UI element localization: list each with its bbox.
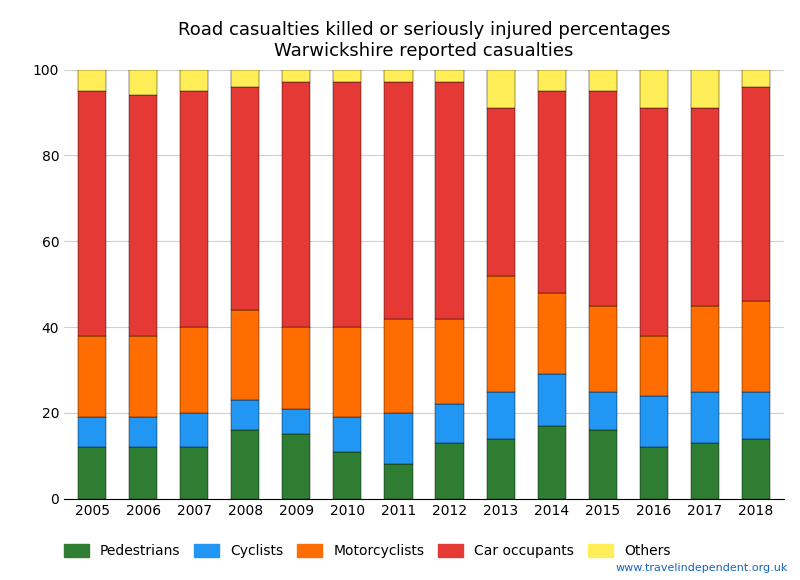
Bar bbox=[231, 400, 259, 430]
Bar bbox=[334, 327, 362, 417]
Bar bbox=[589, 430, 617, 499]
Bar bbox=[435, 443, 463, 499]
Bar bbox=[538, 426, 566, 499]
Bar bbox=[385, 82, 413, 318]
Legend: Pedestrians, Cyclists, Motorcyclists, Car occupants, Others: Pedestrians, Cyclists, Motorcyclists, Ca… bbox=[64, 545, 671, 559]
Bar bbox=[129, 447, 157, 499]
Bar bbox=[435, 404, 463, 443]
Bar bbox=[640, 108, 668, 336]
Bar bbox=[180, 447, 208, 499]
Bar bbox=[282, 327, 310, 409]
Bar bbox=[435, 82, 463, 318]
Bar bbox=[385, 70, 413, 82]
Bar bbox=[589, 70, 617, 91]
Bar bbox=[640, 447, 668, 499]
Bar bbox=[486, 108, 514, 276]
Bar bbox=[334, 70, 362, 82]
Bar bbox=[385, 413, 413, 465]
Bar bbox=[78, 447, 106, 499]
Bar bbox=[231, 310, 259, 400]
Bar bbox=[180, 70, 208, 91]
Bar bbox=[691, 70, 719, 108]
Bar bbox=[742, 70, 770, 87]
Bar bbox=[78, 70, 106, 91]
Bar bbox=[385, 465, 413, 499]
Bar bbox=[538, 293, 566, 374]
Bar bbox=[742, 87, 770, 302]
Bar bbox=[180, 327, 208, 413]
Bar bbox=[691, 108, 719, 306]
Bar bbox=[538, 70, 566, 91]
Bar bbox=[180, 413, 208, 447]
Bar bbox=[691, 443, 719, 499]
Bar bbox=[486, 438, 514, 499]
Bar bbox=[231, 430, 259, 499]
Bar bbox=[742, 438, 770, 499]
Bar bbox=[589, 392, 617, 430]
Bar bbox=[282, 434, 310, 499]
Bar bbox=[231, 70, 259, 87]
Title: Road casualties killed or seriously injured percentages
Warwickshire reported ca: Road casualties killed or seriously inju… bbox=[178, 21, 670, 60]
Bar bbox=[334, 452, 362, 499]
Bar bbox=[78, 417, 106, 447]
Bar bbox=[538, 91, 566, 293]
Bar bbox=[334, 417, 362, 452]
Bar bbox=[742, 392, 770, 438]
Bar bbox=[385, 318, 413, 413]
Bar bbox=[129, 70, 157, 95]
Bar bbox=[282, 70, 310, 82]
Bar bbox=[231, 87, 259, 310]
Bar bbox=[435, 70, 463, 82]
Text: www.travelindependent.org.uk: www.travelindependent.org.uk bbox=[616, 563, 788, 573]
Bar bbox=[640, 70, 668, 108]
Bar bbox=[538, 374, 566, 426]
Bar bbox=[282, 409, 310, 434]
Bar bbox=[486, 70, 514, 108]
Bar bbox=[589, 91, 617, 306]
Bar bbox=[129, 336, 157, 417]
Bar bbox=[589, 306, 617, 392]
Bar bbox=[742, 302, 770, 392]
Bar bbox=[334, 82, 362, 327]
Bar bbox=[78, 336, 106, 417]
Bar bbox=[282, 82, 310, 327]
Bar bbox=[435, 318, 463, 404]
Bar bbox=[486, 276, 514, 392]
Bar bbox=[180, 91, 208, 327]
Bar bbox=[486, 392, 514, 438]
Bar bbox=[129, 417, 157, 447]
Bar bbox=[691, 306, 719, 392]
Bar bbox=[640, 336, 668, 396]
Bar bbox=[640, 396, 668, 447]
Bar bbox=[691, 392, 719, 443]
Bar bbox=[129, 95, 157, 336]
Bar bbox=[78, 91, 106, 336]
